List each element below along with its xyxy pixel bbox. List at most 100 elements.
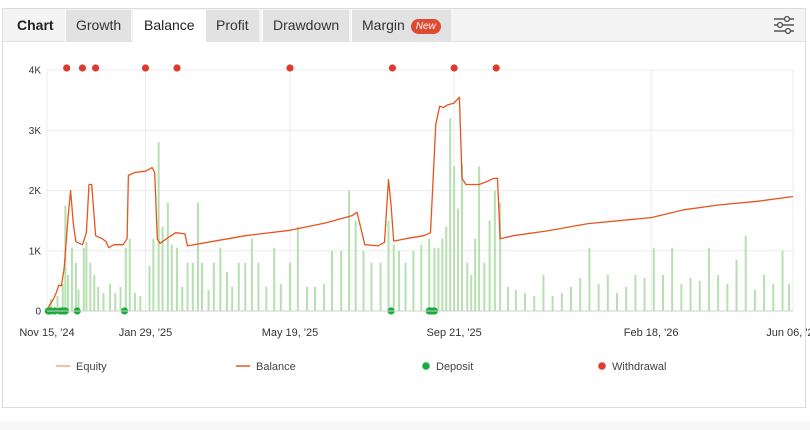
chart-panel: Chart Growth Balance Profit Drawdown Mar… (2, 8, 806, 408)
chart-title: Chart (17, 17, 54, 33)
activity-bar (265, 286, 268, 311)
tab-growth-label: Growth (76, 17, 122, 33)
tab-bar: Chart Growth Balance Profit Drawdown Mar… (3, 9, 805, 43)
activity-bar (85, 241, 88, 311)
activity-bar (219, 247, 222, 311)
activity-bar (370, 262, 373, 311)
activity-bar (387, 220, 390, 311)
activity-bar (445, 226, 448, 311)
x-tick-label: Sep 21, '25 (426, 327, 481, 339)
tab-margin[interactable]: Margin New (351, 10, 451, 42)
x-tick-label: Jun 06, '26 (766, 327, 810, 339)
x-tick-label: Feb 18, '26 (624, 327, 679, 339)
activity-bar (197, 202, 200, 311)
activity-bar (200, 262, 203, 311)
activity-bar (616, 292, 619, 311)
withdrawal-marker (63, 64, 71, 72)
activity-bar (119, 286, 122, 311)
activity-bar (181, 286, 184, 311)
tab-drawdown[interactable]: Drawdown (262, 10, 350, 42)
y-tick-label: 0 (35, 307, 41, 318)
tab-margin-label: Margin (362, 17, 405, 33)
tab-profit[interactable]: Profit (205, 10, 259, 42)
withdrawal-marker (492, 64, 500, 72)
event-markers (44, 64, 500, 315)
activity-bar (133, 292, 136, 311)
activity-bar (348, 190, 351, 311)
activity-bar (250, 238, 253, 311)
sliders-icon[interactable] (773, 15, 795, 35)
activity-bar (753, 289, 756, 311)
activity-bar (109, 283, 112, 311)
activity-bar (597, 283, 600, 311)
activity-bar (161, 226, 164, 311)
activity-bar (420, 244, 423, 311)
activity-bar (257, 262, 260, 311)
y-tick-label: 1K (29, 246, 42, 257)
tab-balance[interactable]: Balance (133, 10, 205, 43)
activity-bar (231, 286, 234, 311)
activity-bar (735, 259, 738, 311)
activity-bar (114, 292, 117, 311)
activity-bar (689, 277, 692, 311)
activity-bar (397, 250, 400, 311)
activity-bar (461, 163, 464, 311)
activity-bar (625, 286, 628, 311)
y-tick-label: 4K (29, 66, 42, 77)
activity-bar (763, 274, 766, 311)
withdrawal-marker (450, 64, 458, 72)
activity-bar (457, 208, 460, 311)
activity-bar (61, 283, 64, 311)
activity-bar (288, 262, 291, 311)
activity-bar (212, 262, 215, 311)
activity-bar (707, 247, 710, 311)
activity-bar (772, 283, 775, 311)
activity-bar (788, 283, 791, 311)
activity-bar (433, 247, 436, 311)
withdrawal-marker (173, 64, 181, 72)
activity-bar (102, 292, 105, 311)
activity-bar (148, 265, 151, 311)
activity-bar (483, 262, 486, 311)
activity-bar (362, 250, 365, 311)
activity-bar (77, 289, 80, 311)
activity-bar (331, 250, 334, 311)
activity-bar (551, 295, 554, 311)
activity-bar (340, 250, 343, 311)
activity-bar (661, 274, 664, 311)
legend-dot-swatch (422, 362, 430, 370)
activity-bar (70, 247, 73, 311)
activity-bar (524, 292, 527, 311)
activity-bar (273, 247, 276, 311)
activity-bar (139, 295, 142, 311)
activity-bar (449, 118, 452, 311)
activity-bar (74, 262, 77, 311)
withdrawal-marker (91, 64, 100, 72)
legend-label: Equity (76, 361, 107, 373)
activity-bar (49, 298, 52, 311)
activity-bar (412, 250, 415, 311)
activity-bar (542, 274, 545, 311)
activity-bar (166, 202, 169, 311)
activity-bar (279, 283, 282, 311)
activity-bar (726, 283, 729, 311)
activity-bar (296, 226, 299, 311)
activity-bar (717, 274, 720, 311)
activity-bar (579, 277, 582, 311)
activity-bar (82, 247, 85, 311)
activity-bar (470, 274, 473, 311)
activity-bar (453, 166, 456, 311)
activity-bar (67, 274, 70, 311)
activity-bar (514, 289, 517, 311)
activity-bar (93, 274, 96, 311)
activity-bar (488, 220, 491, 311)
activity-bar (606, 274, 609, 311)
x-tick-label: May 19, '25 (262, 327, 319, 339)
activity-bar (237, 262, 240, 311)
tab-growth[interactable]: Growth (65, 10, 132, 42)
balance-chart: 0 1K 2K 3K 4K Nov 15, '24 Jan 29, '25 May 19, '… (19, 64, 810, 373)
tab-balance-label: Balance (144, 17, 195, 33)
activity-bar (97, 286, 100, 311)
activity-bar (781, 250, 784, 311)
activity-bar (323, 283, 326, 311)
